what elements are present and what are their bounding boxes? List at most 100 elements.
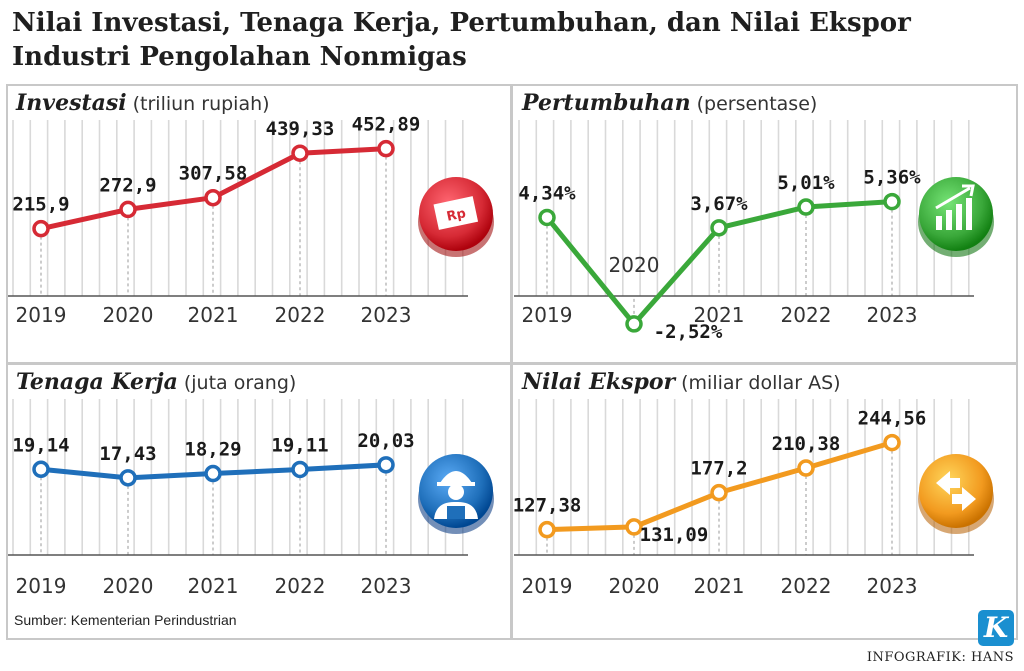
data-point: [119, 200, 137, 219]
growth-bar-chart-icon: [918, 177, 994, 257]
investasi-panel: 215,9 272,9 307,58 439,33 452,89 2019 2020 2021…: [8, 86, 508, 361]
data-point: [710, 483, 728, 502]
data-label: 18,29: [184, 439, 241, 461]
arrow-left: [936, 471, 960, 495]
hardhat: [440, 471, 472, 483]
panel-title: Pertumbuhan: [522, 90, 691, 116]
worker-head: [448, 484, 464, 500]
chart-svg: 4,34% -2,52% 3,67% 5,01% 5,36% 2019 2020 2021 20…: [514, 120, 994, 343]
panel-unit: (persentase): [696, 93, 818, 115]
kompas-logo: K: [978, 610, 1014, 646]
page-title: Nilai Investasi, Tenaga Kerja, Pertumbuh…: [12, 8, 911, 72]
panel-unit: (miliar dollar AS): [681, 372, 841, 394]
data-label: 131,09: [640, 524, 709, 546]
tenaga-kerja-panel: 19,14 17,43 18,29 19,11 20,03 2019 2020 2021 202…: [8, 365, 508, 640]
data-label: 20,03: [357, 430, 414, 452]
data-point: [377, 456, 395, 474]
data-label: 452,89: [352, 114, 421, 136]
panel-title: Investasi: [16, 90, 127, 116]
infographic-credit: INFOGRAFIK: HANS: [866, 650, 1014, 665]
tick-label: 2023: [361, 303, 412, 327]
data-label: 19,14: [12, 434, 69, 456]
panel-unit: (juta orang): [183, 372, 297, 394]
tick-label: 2023: [361, 574, 412, 598]
banknote-label: Rp: [445, 206, 467, 225]
data-point: [797, 198, 815, 216]
data-point: [377, 139, 395, 158]
series-line: [40, 146, 387, 232]
data-point: [883, 433, 901, 452]
tick-label: 2021: [694, 574, 745, 598]
tick-label: 2023: [867, 303, 918, 327]
icon-arrow: [935, 186, 971, 210]
icon-bar: [946, 210, 952, 230]
data-point: [32, 460, 50, 479]
worker-overall: [447, 506, 465, 519]
panel-heading: Tenaga Kerja (juta orang): [16, 367, 296, 397]
tick-label: 2023: [867, 574, 918, 598]
icon-bar: [956, 204, 962, 230]
tick-label: 2019: [522, 574, 573, 598]
tick-label: 2019: [16, 303, 67, 327]
data-label: 272,9: [99, 174, 156, 196]
icon-bar: [966, 198, 972, 230]
data-label: 177,2: [690, 458, 747, 480]
panel-heading: Nilai Ekspor (miliar dollar AS): [522, 367, 841, 397]
tick-label: 2021: [188, 574, 239, 598]
data-point: [291, 144, 309, 162]
panel-unit: (triliun rupiah): [132, 93, 270, 115]
data-label: 5,01%: [777, 172, 835, 194]
panel-heading: Investasi (triliun rupiah): [16, 88, 270, 118]
data-point: [538, 520, 556, 539]
tick-label: 2019: [522, 303, 573, 327]
chart-svg: 215,9 272,9 307,58 439,33 452,89 2019 2020 2021…: [8, 114, 494, 327]
exchange-arrows-icon: [918, 454, 994, 534]
data-label: 5,36%: [863, 167, 921, 189]
data-point: [883, 192, 901, 211]
data-label: 215,9: [12, 194, 69, 216]
horizontal-divider: [6, 362, 1018, 365]
data-point: [119, 469, 137, 487]
data-label: 439,33: [266, 118, 335, 140]
tick-label: 2021: [694, 303, 745, 327]
tick-label: 2022: [781, 303, 832, 327]
icon-disc: [919, 454, 993, 528]
banknote: [433, 196, 479, 230]
chart-svg: 127,38 131,09 177,2 210,38 244,56 2019 2020 202…: [514, 399, 994, 598]
nilai-ekspor-panel: 127,38 131,09 177,2 210,38 244,56 2019 2020 202…: [514, 365, 1014, 640]
icon-bar: [936, 216, 942, 230]
panel-title: Tenaga Kerja: [16, 369, 178, 395]
icon-arrowhead: [962, 184, 975, 197]
panel-heading: Pertumbuhan (persentase): [522, 88, 817, 118]
pertumbuhan-panel: 4,34% -2,52% 3,67% 5,01% 5,36% 2019 2020 2021 20…: [514, 86, 1014, 361]
tick-label: 2020: [609, 253, 660, 277]
data-point: [204, 188, 222, 207]
data-point: [625, 315, 643, 333]
data-label: 307,58: [179, 163, 248, 185]
data-label: 244,56: [858, 408, 927, 430]
tick-label: 2020: [609, 574, 660, 598]
data-label: 3,67%: [690, 193, 748, 215]
arrow-right: [952, 487, 976, 511]
data-label: 4,34%: [518, 182, 576, 204]
tick-label: 2020: [103, 574, 154, 598]
data-point: [291, 460, 309, 479]
data-label: -2,52%: [654, 321, 723, 343]
data-label: 210,38: [772, 433, 841, 455]
tick-label: 2019: [16, 574, 67, 598]
tick-label: 2021: [188, 303, 239, 327]
data-point: [625, 518, 643, 536]
panel-title: Nilai Ekspor: [522, 369, 676, 395]
data-point: [710, 219, 728, 237]
data-point: [797, 459, 815, 477]
data-label: 127,38: [514, 495, 581, 517]
data-label: 19,11: [271, 434, 328, 456]
tick-label: 2022: [781, 574, 832, 598]
tick-label: 2022: [275, 574, 326, 598]
data-label: 17,43: [99, 443, 156, 465]
data-point: [32, 219, 50, 238]
data-point: [204, 464, 222, 483]
source-note: Sumber: Kementerian Perindustrian: [14, 612, 237, 628]
data-point: [538, 208, 556, 227]
tick-label: 2022: [275, 303, 326, 327]
